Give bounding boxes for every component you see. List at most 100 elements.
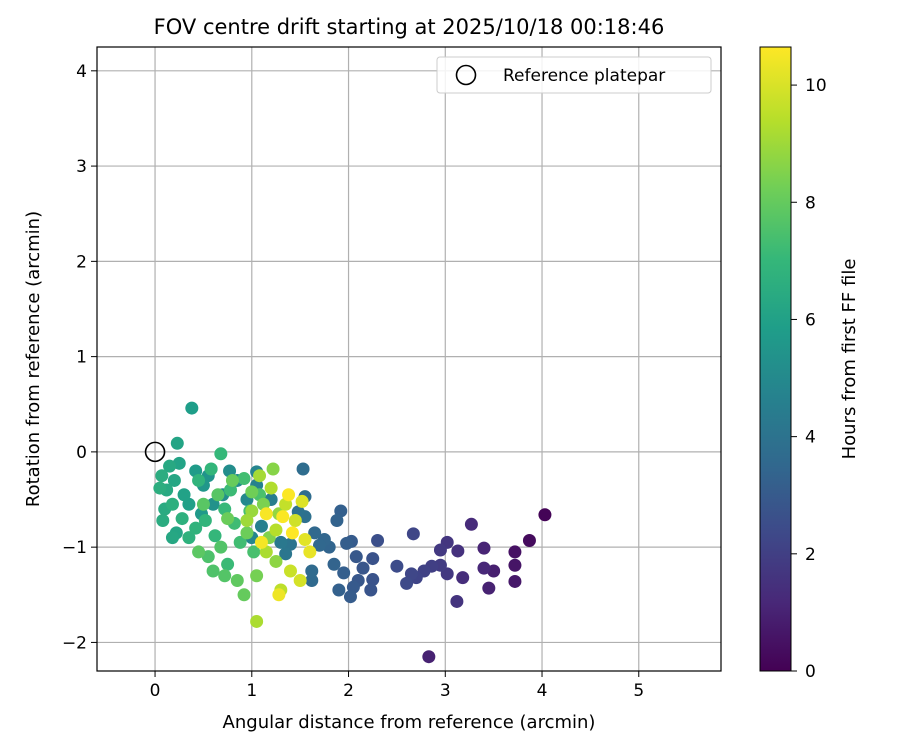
data-point [233,535,247,549]
legend-marker [455,64,477,86]
data-point [175,512,189,526]
data-point [349,550,363,564]
data-point [340,536,354,550]
data-point [308,526,322,540]
y-axis-label: Rotation from reference (arcmin) [23,211,44,507]
data-point [153,481,167,495]
data-point [165,531,179,545]
data-point [337,566,351,580]
data-point [283,564,297,578]
data-point [259,507,273,521]
data-point [208,529,222,543]
data-point [250,614,264,628]
data-point [303,545,317,559]
data-point [214,447,228,461]
data-point [508,558,522,572]
data-point [366,552,380,566]
data-point [264,481,278,495]
data-point [247,545,261,559]
data-point [214,540,228,554]
y-tick-label: 2 [76,252,87,272]
data-point [204,462,218,476]
data-point [245,485,259,499]
data-point [433,543,447,557]
x-axis-ticks: 0 1 2 3 4 5 [150,671,644,701]
data-point [177,488,191,502]
y-axis-ticks: −2 −1 0 1 2 3 4 [62,62,97,653]
data-point [221,557,235,571]
data-point [538,508,552,522]
data-point [313,538,327,552]
x-tick-label: 4 [537,681,548,701]
legend-label: Reference platepar [503,66,665,86]
data-point [298,533,312,547]
x-tick-label: 1 [246,681,257,701]
data-point [240,526,254,540]
data-point [371,533,385,547]
y-tick-label: −2 [62,633,87,653]
plot-frame [96,46,722,672]
colorbar-tick-label: 0 [805,662,816,682]
x-tick-label: 3 [440,681,451,701]
data-point [182,531,196,545]
colorbar-tick-label: 6 [805,310,816,330]
data-point [269,554,283,568]
data-point [189,521,203,535]
data-point [450,594,464,608]
data-point [196,497,210,511]
colorbar-ticks: 0 2 4 6 8 10 [791,76,827,682]
data-point [225,473,239,487]
data-point [400,576,414,590]
data-point [218,569,232,583]
data-point [163,459,177,473]
y-tick-label: −1 [62,538,87,558]
data-point [276,510,290,524]
data-point [269,523,283,537]
data-point [293,573,307,587]
data-point [240,513,254,527]
data-point [288,513,302,527]
data-point [327,557,341,571]
data-point [237,588,251,602]
data-point [211,488,225,502]
data-point [522,533,536,547]
legend-box [436,56,712,94]
data-point [230,573,244,587]
y-tick-label: 4 [76,62,87,82]
legend: Reference platepar [436,56,712,94]
data-point [282,488,296,502]
data-point [198,513,212,527]
y-tick-label: 0 [76,443,87,463]
data-point [192,545,206,559]
data-point [332,583,346,597]
data-point [221,512,235,526]
data-point [330,513,344,527]
data-point [170,436,184,450]
chart-title: FOV centre drift starting at 2025/10/18 … [154,15,665,39]
x-tick-label: 2 [343,681,354,701]
data-point [305,573,319,587]
data-point [305,564,319,578]
data-point [295,494,309,508]
x-axis-label: Angular distance from reference (arcmin) [223,712,596,733]
data-point [156,513,170,527]
colorbar-tick-label: 10 [805,76,827,96]
x-tick-label: 0 [150,681,161,701]
reference-marker [144,441,166,463]
data-point [296,462,310,476]
data-point [253,469,267,483]
data-points [153,401,552,664]
colorbar-tick-label: 8 [805,193,816,213]
data-point [274,535,288,549]
colorbar [759,46,792,672]
data-point [254,519,268,533]
data-point [185,401,199,415]
data-point [464,517,478,531]
y-tick-label: 1 [76,348,87,368]
data-point [456,571,470,585]
data-point [201,550,215,564]
data-point [237,472,251,486]
data-point [155,469,169,483]
data-point [364,583,378,597]
